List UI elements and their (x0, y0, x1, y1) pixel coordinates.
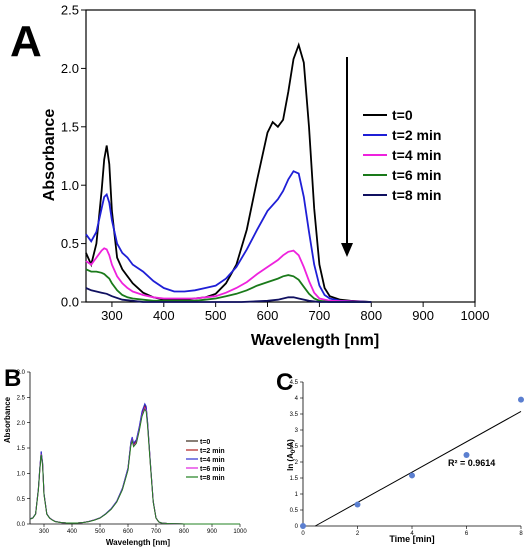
x-tick-label: 500 (205, 308, 227, 323)
panel-b: B 300 400 500 600 700 800 900 1000 0.0 0.5 1.0 1.5 2… (3, 365, 247, 547)
y-tick-label: 0.0 (61, 295, 79, 310)
data-point (354, 501, 361, 508)
y-tick-label: 2.5 (61, 3, 79, 18)
x-tick-label: 300 (101, 308, 123, 323)
decrease-arrow (341, 57, 353, 257)
x-tick-label: 600 (257, 308, 279, 323)
x-tick-label: 0 (301, 531, 305, 537)
x-tick-label: 900 (412, 308, 434, 323)
panel-a-letter: A (10, 17, 42, 66)
panel-c: C 0 2 4 6 8 0 0.5 1 1.5 2 2.5 3 3.5 4 4.5 Time [min] l… (276, 369, 524, 544)
panel-a-xlabel: Wavelength [nm] (251, 332, 379, 349)
legend-label: t=6 min (200, 466, 225, 473)
panel-a-plot-area: 300 400 500 600 700 800 900 1000 0.0 0.5 1.0 1.5 2.0… (61, 3, 490, 323)
x-tick-label: 700 (151, 529, 162, 535)
y-tick-label: 0.5 (61, 236, 79, 251)
y-tick-label: 0.5 (17, 497, 26, 503)
y-tick-label: 4 (295, 396, 299, 402)
panel-b-letter: B (4, 365, 21, 392)
panel-b-xlabel: Wavelength [nm] (106, 538, 170, 547)
x-tick-label: 900 (207, 529, 218, 535)
series-line (29, 403, 240, 525)
x-tick-label: 1000 (461, 308, 490, 323)
y-tick-label: 3 (295, 428, 299, 434)
y-tick-label: 4.5 (290, 380, 299, 386)
y-tick-label: 2.5 (290, 444, 299, 450)
panel-b-ylabel: Absorbance (3, 396, 12, 443)
x-tick-label: 1000 (233, 529, 247, 535)
y-tick-label: 1.5 (17, 446, 26, 452)
x-tick-label: 400 (153, 308, 175, 323)
panel-a: A 300 400 500 600 700 800 900 1000 0.0 0.5 1.0 1.5 2… (10, 3, 489, 349)
y-tick-label: 1.5 (290, 476, 299, 482)
panel-b-legend: t=0 t=2 min t=4 min t=6 min t=8 min (186, 439, 225, 482)
legend-label: t=6 min (392, 167, 441, 183)
x-tick-label: 2 (356, 531, 360, 537)
series-line (85, 247, 372, 303)
panel-c-xlabel: Time [min] (389, 534, 434, 544)
series-line (29, 407, 240, 525)
legend-label: t=2 min (200, 448, 225, 455)
series-line (85, 42, 372, 303)
y-tick-label: 1 (295, 492, 299, 498)
y-tick-label: 3.0 (17, 370, 26, 376)
y-tick-label: 2.0 (61, 61, 79, 76)
legend-label: t=0 (200, 439, 210, 446)
data-point (409, 472, 415, 479)
data-point (518, 396, 524, 403)
y-tick-label: 1.0 (61, 178, 79, 193)
y-tick-label: 1.0 (17, 471, 26, 477)
y-tick-label: 2.5 (17, 395, 26, 401)
x-tick-label: 8 (519, 531, 523, 537)
x-tick-label: 400 (67, 529, 78, 535)
x-tick-label: 6 (465, 531, 469, 537)
x-tick-label: 800 (179, 529, 190, 535)
panel-c-letter: C (276, 369, 293, 396)
y-tick-label: 0.0 (17, 522, 26, 528)
x-tick-label: 600 (123, 529, 134, 535)
x-tick-label: 700 (309, 308, 331, 323)
series-line (85, 268, 372, 303)
y-tick-label: 0.5 (290, 508, 299, 514)
x-tick-label: 500 (95, 529, 106, 535)
y-tick-label: 1.5 (61, 119, 79, 134)
legend-label: t=8 min (392, 187, 441, 203)
data-point (300, 523, 306, 529)
panel-c-plot-area: 0 2 4 6 8 0 0.5 1 1.5 2 2.5 3 3.5 4 4.5 (290, 380, 524, 537)
series-line (85, 170, 372, 303)
legend-label: t=4 min (392, 147, 441, 163)
legend-label: t=4 min (200, 457, 225, 464)
panel-c-ylabel: ln (A0/A) (286, 439, 297, 471)
panel-c-r2-label: R² = 0.9614 (448, 458, 495, 468)
legend-label: t=2 min (392, 127, 441, 143)
x-tick-label: 800 (360, 308, 382, 323)
legend-label: t=8 min (200, 475, 225, 482)
data-point (463, 451, 470, 458)
y-tick-label: 2 (295, 460, 299, 466)
y-tick-label: 0 (295, 524, 299, 530)
legend-label: t=0 (392, 107, 413, 123)
panel-a-legend: t=0 t=2 min t=4 min t=6 min t=8 min (363, 107, 441, 203)
panel-b-plot-area: 300 400 500 600 700 800 900 1000 0.0 0.5 1.0 1.5 2.0… (17, 370, 248, 535)
series-line (85, 287, 372, 303)
y-tick-label: 2.0 (17, 421, 26, 427)
trendline (315, 411, 522, 527)
plot-frame (85, 9, 476, 303)
x-tick-label: 300 (39, 529, 50, 535)
y-tick-label: 3.5 (290, 412, 299, 418)
panel-a-ylabel: Absorbance (41, 109, 58, 202)
x-tick-label: 4 (410, 531, 414, 537)
